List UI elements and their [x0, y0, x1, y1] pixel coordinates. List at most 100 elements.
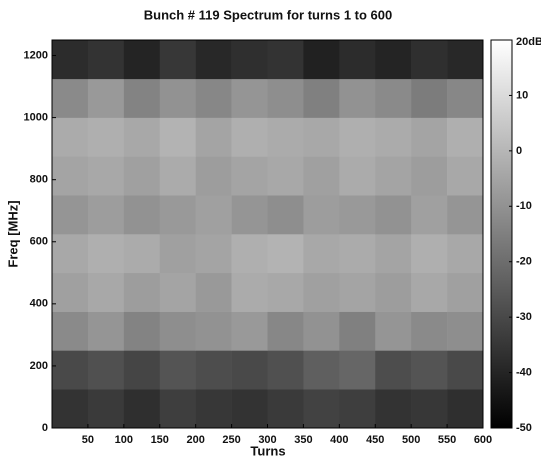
- heatmap-cell: [267, 272, 304, 312]
- heatmap-cell: [375, 156, 412, 196]
- heatmap-cell: [123, 311, 161, 351]
- heatmap-cell: [447, 78, 484, 118]
- colorbar-tick-label: -30: [516, 311, 532, 323]
- heatmap-cell: [52, 40, 89, 80]
- heatmap-cell: [411, 272, 448, 312]
- heatmap-cell: [159, 234, 196, 274]
- colorbar-tick-label: 0: [516, 145, 522, 157]
- heatmap-cell: [159, 78, 196, 118]
- heatmap-cell: [447, 350, 484, 390]
- heatmap-cell: [195, 117, 232, 157]
- colorbar: [490, 39, 513, 429]
- heatmap-cell: [447, 195, 484, 235]
- heatmap-cell: [339, 234, 376, 274]
- y-tick-label: 600: [30, 236, 48, 248]
- heatmap-cell: [267, 40, 304, 80]
- heatmap-cell: [375, 117, 412, 157]
- heatmap-cell: [303, 117, 340, 157]
- heatmap-cell: [339, 389, 376, 429]
- heatmap-cell: [375, 272, 412, 312]
- heatmap-cell: [303, 156, 340, 196]
- heatmap-cell: [447, 117, 484, 157]
- heatmap-cell: [87, 195, 125, 235]
- heatmap-cell: [303, 311, 340, 351]
- colorbar-tick-label: -40: [516, 366, 532, 378]
- heatmap-cell: [123, 117, 161, 157]
- heatmap-cell: [231, 311, 268, 351]
- heatmap-cell: [375, 78, 412, 118]
- heatmap-cell: [375, 195, 412, 235]
- heatmap-cell: [123, 350, 161, 390]
- heatmap-cell: [339, 272, 376, 312]
- heatmap-cell: [87, 311, 125, 351]
- heatmap-cell: [231, 156, 268, 196]
- heatmap-cell: [411, 156, 448, 196]
- heatmap-cell: [52, 234, 89, 274]
- heatmap-cell: [411, 117, 448, 157]
- heatmap-cell: [339, 117, 376, 157]
- heatmap-cell: [339, 350, 376, 390]
- heatmap-cell: [159, 40, 196, 80]
- x-tick-label: 600: [474, 434, 492, 446]
- heatmap-cell: [303, 389, 340, 429]
- colorbar-tick-label: -50: [516, 422, 532, 434]
- heatmap-cell: [231, 195, 268, 235]
- heatmap-cell: [375, 234, 412, 274]
- heatmap-cell: [231, 117, 268, 157]
- heatmap-cell: [267, 117, 304, 157]
- heatmap-cell: [159, 195, 196, 235]
- x-tick-label: 350: [294, 434, 312, 446]
- heatmap-cell: [195, 389, 232, 429]
- heatmap-cell: [267, 156, 304, 196]
- heatmap-cell: [231, 350, 268, 390]
- heatmap-cell: [231, 272, 268, 312]
- heatmap-cell: [195, 195, 232, 235]
- colorbar-tick-label: 20dB: [516, 36, 541, 48]
- heatmap-cell: [339, 78, 376, 118]
- heatmap-cell: [195, 156, 232, 196]
- heatmap-cell: [159, 156, 196, 196]
- y-axis-label: Freq [MHz]: [5, 200, 20, 267]
- heatmap-cell: [123, 195, 161, 235]
- x-tick-label: 450: [366, 434, 384, 446]
- heatmap-cell: [123, 272, 161, 312]
- heatmap-cell: [375, 311, 412, 351]
- heatmap-cell: [339, 156, 376, 196]
- heatmap-cell: [159, 389, 196, 429]
- heatmap-cell: [411, 311, 448, 351]
- x-tick-label: 400: [330, 434, 348, 446]
- heatmap-cell: [411, 389, 448, 429]
- heatmap-cell: [87, 117, 125, 157]
- heatmap-cell: [447, 156, 484, 196]
- heatmap-cell: [231, 40, 268, 80]
- heatmap-cell: [52, 350, 89, 390]
- heatmap-cell: [52, 78, 89, 118]
- x-tick-label: 100: [115, 434, 133, 446]
- heatmap-cell: [303, 272, 340, 312]
- heatmap-cell: [159, 311, 196, 351]
- heatmap-cell: [231, 78, 268, 118]
- heatmap-cell: [411, 78, 448, 118]
- x-tick-label: 500: [402, 434, 420, 446]
- heatmap-cell: [159, 350, 196, 390]
- heatmap-cell: [231, 389, 268, 429]
- heatmap-cell: [339, 40, 376, 80]
- heatmap-cell: [87, 350, 125, 390]
- heatmap-cell: [375, 350, 412, 390]
- heatmap-cell: [123, 156, 161, 196]
- heatmap-cell: [52, 272, 89, 312]
- heatmap-cell: [195, 350, 232, 390]
- heatmap-cell: [303, 195, 340, 235]
- heatmap-cell: [52, 156, 89, 196]
- heatmap-cell: [123, 40, 161, 80]
- heatmap-cell: [123, 389, 161, 429]
- heatmap-cell: [303, 78, 340, 118]
- colorbar-tick-label: 10: [516, 89, 528, 101]
- heatmap-cell: [303, 40, 340, 80]
- heatmap-cell: [303, 350, 340, 390]
- chart-title: Bunch # 119 Spectrum for turns 1 to 600: [144, 7, 393, 22]
- y-tick-label: 200: [30, 360, 48, 372]
- colorbar-tick-label: -20: [516, 256, 532, 268]
- heatmap-cell: [447, 272, 484, 312]
- heatmap-cell: [267, 311, 304, 351]
